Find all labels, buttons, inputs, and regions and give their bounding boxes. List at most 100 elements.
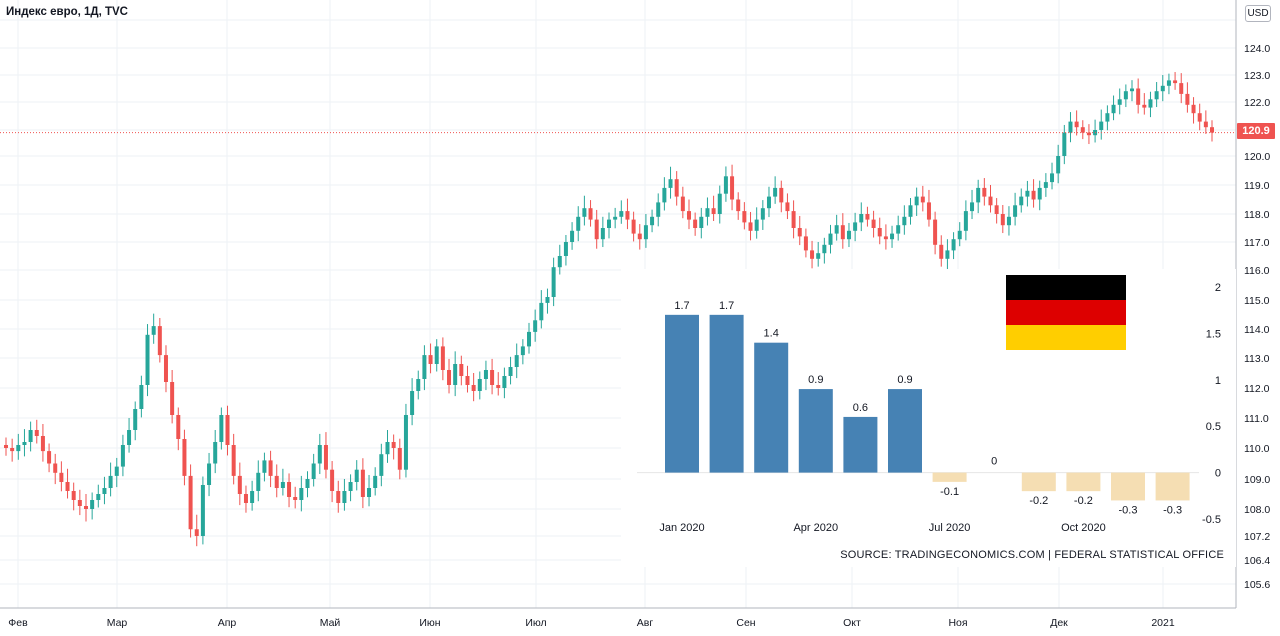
candle-body [422, 355, 427, 379]
candle-body [1074, 121, 1079, 128]
inset-value-label: -0.2 [1074, 495, 1093, 507]
candle-body [373, 475, 378, 488]
candle-body [711, 208, 716, 214]
candle [225, 405, 230, 456]
inset-bar [665, 314, 699, 473]
candle [299, 475, 304, 512]
candle [736, 192, 741, 220]
candle-body [1142, 104, 1147, 108]
candle-body [619, 211, 624, 217]
inset-x-tick-label: Oct 2020 [1061, 522, 1106, 534]
candle-body [163, 355, 168, 382]
candle [816, 242, 821, 267]
last-price-label: 120.9 [1237, 123, 1275, 139]
candle-body [957, 230, 962, 240]
candle [200, 476, 205, 545]
candle [170, 370, 175, 424]
candle [1166, 73, 1171, 95]
y-tick-label: 106.4 [1244, 555, 1270, 567]
candle-body [385, 442, 390, 455]
candle-body [908, 205, 913, 217]
candle [311, 453, 316, 487]
y-tick-label: 105.6 [1244, 579, 1270, 591]
candle [766, 186, 771, 218]
candle [447, 358, 452, 394]
candle-body [822, 244, 827, 254]
candle-body [594, 219, 599, 240]
candle [650, 209, 655, 233]
candle [674, 171, 679, 206]
x-tick-label: Окт [843, 617, 861, 629]
candle [582, 195, 587, 226]
candle [293, 486, 298, 509]
candle-body [557, 256, 562, 268]
candle [287, 473, 292, 508]
candle [1086, 124, 1091, 145]
candle [65, 468, 70, 499]
candle [114, 457, 119, 488]
candle [1099, 109, 1104, 140]
candle-body [10, 448, 15, 452]
candle-body [268, 460, 273, 476]
candle-body [83, 506, 88, 509]
candle-body [533, 320, 538, 332]
candle-body [699, 216, 704, 228]
candle [465, 365, 470, 393]
candle [908, 198, 913, 225]
candle-body [243, 494, 248, 503]
candle [323, 432, 328, 479]
candle [182, 429, 187, 486]
currency-badge[interactable]: USD [1245, 5, 1271, 22]
candle [920, 185, 925, 212]
candle-body [588, 208, 593, 220]
candle [1062, 124, 1067, 165]
candle [779, 180, 784, 213]
candle-body [188, 475, 193, 530]
candle-body [563, 242, 568, 256]
y-tick-label: 116.0 [1244, 265, 1270, 277]
candle-body [391, 442, 396, 448]
candle-body [576, 216, 581, 231]
candle [957, 222, 962, 247]
candle [47, 443, 52, 473]
candle-body [1006, 216, 1011, 226]
candle [945, 239, 950, 270]
flag-stripe [1006, 325, 1126, 350]
candle-body [883, 236, 888, 240]
candle [250, 480, 255, 511]
candle-body [520, 346, 525, 356]
candle [791, 200, 796, 239]
y-tick-label: 115.0 [1244, 295, 1270, 307]
inset-value-label: 0.9 [808, 374, 823, 386]
candle-body [748, 222, 753, 231]
candle [317, 433, 322, 475]
candle [188, 464, 193, 538]
candle-body [114, 466, 119, 476]
candle-body [434, 346, 439, 364]
candle-body [465, 376, 470, 385]
candle-body [693, 219, 698, 228]
candle [1080, 120, 1085, 140]
candle [853, 212, 858, 242]
candle [896, 215, 901, 241]
candle [459, 355, 464, 386]
candle-body [742, 211, 747, 223]
candle-body [1068, 121, 1073, 133]
candle [1130, 80, 1135, 102]
candle-body [139, 385, 144, 409]
candle [440, 337, 445, 381]
candle-body [108, 475, 113, 488]
candle [336, 480, 341, 513]
candle [268, 450, 273, 488]
candle-body [231, 445, 236, 476]
candle-body [674, 179, 679, 197]
inset-x-tick-label: Jul 2020 [929, 522, 971, 534]
candle-body [939, 244, 944, 259]
candle [828, 224, 833, 254]
candle-body [133, 409, 138, 430]
candle [520, 339, 525, 365]
y-tick-label: 111.0 [1244, 413, 1269, 425]
candle [963, 200, 968, 241]
x-tick-label: Фев [8, 617, 28, 629]
candle-body [951, 239, 956, 251]
